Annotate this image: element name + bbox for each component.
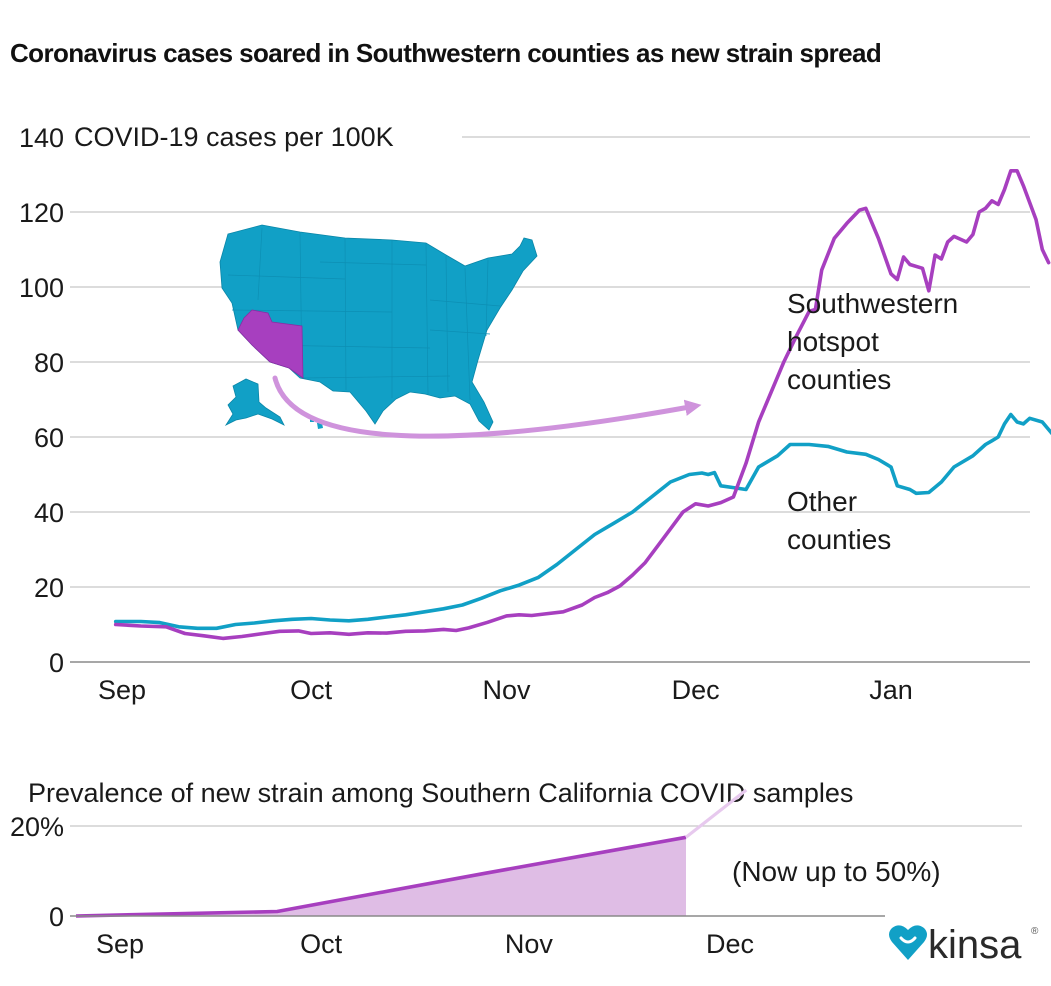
main-x-tick-label: Nov xyxy=(482,675,531,705)
prevalence-x-tick-label: Oct xyxy=(300,929,343,959)
prevalence-x-tick-label: Sep xyxy=(96,929,144,959)
us-map-border xyxy=(344,237,347,391)
us-map-border xyxy=(227,274,346,280)
main-y-tick-label: 140 xyxy=(19,123,64,153)
label-southwestern-line1: Southwestern xyxy=(787,288,958,319)
us-map-border xyxy=(485,259,489,337)
prevalence-area-fill xyxy=(76,837,686,916)
us-map-border xyxy=(257,227,263,301)
label-southwestern-line3: counties xyxy=(787,364,891,395)
main-y-axis: 0 20 40 60 80 100 120 140 xyxy=(19,123,64,678)
main-x-tick-label: Dec xyxy=(672,675,720,705)
us-map-border xyxy=(319,261,427,266)
main-x-tick-label: Jan xyxy=(869,675,913,705)
registered-mark: ® xyxy=(1031,926,1039,937)
us-map-border xyxy=(445,255,449,393)
prevalence-x-tick-label: Dec xyxy=(706,929,754,959)
callout-arrow xyxy=(272,375,702,439)
kinsa-wordmark: kinsa xyxy=(928,923,1022,967)
prevalence-x-tick-label: Nov xyxy=(505,929,554,959)
main-y-tick-label: 20 xyxy=(34,573,64,603)
main-gridlines xyxy=(70,136,1030,588)
label-southwestern-line2: hotspot xyxy=(787,326,879,357)
line-other-counties xyxy=(113,412,1051,631)
main-y-axis-label: COVID-19 cases per 100K xyxy=(74,122,394,152)
kinsa-heart-inner xyxy=(899,936,917,944)
prevalence-y-tick-label: 20% xyxy=(10,812,64,842)
main-y-tick-label: 80 xyxy=(34,348,64,378)
us-map-border xyxy=(231,309,393,313)
prevalence-y-axis: 0 20% xyxy=(10,812,64,932)
prevalence-x-axis: Sep Oct Nov Dec xyxy=(96,929,754,959)
label-other-line1: Other xyxy=(787,486,857,517)
us-map-border xyxy=(464,267,471,401)
hawaii-shape xyxy=(310,419,323,429)
prevalence-line xyxy=(75,835,687,918)
legend-label-southwestern: Southwestern hotspot counties xyxy=(787,288,958,395)
us-map-lower48 xyxy=(219,224,538,431)
prevalence-annotation: (Now up to 50%) xyxy=(732,856,941,887)
main-y-tick-label: 40 xyxy=(34,498,64,528)
main-y-tick-label: 0 xyxy=(49,648,64,678)
us-map-border xyxy=(425,243,429,395)
kinsa-logo: kinsa ® xyxy=(889,923,1039,967)
main-x-axis: Sep Oct Nov Dec Jan xyxy=(98,675,913,705)
prevalence-extrapolation xyxy=(685,788,748,839)
prevalence-title: Prevalence of new strain among Southern … xyxy=(28,778,853,808)
us-map-border xyxy=(302,375,451,379)
label-other-line2: counties xyxy=(787,524,891,555)
legend-label-other: Other counties xyxy=(787,486,891,555)
us-map-border xyxy=(429,329,491,335)
main-y-tick-label: 100 xyxy=(19,273,64,303)
main-line-chart: 0 20 40 60 80 100 120 140 COVID-19 cases per 10… xyxy=(19,122,1051,705)
main-x-tick-label: Sep xyxy=(98,675,146,705)
alaska-shape xyxy=(224,378,285,427)
main-x-tick-label: Oct xyxy=(290,675,333,705)
main-y-tick-label: 120 xyxy=(19,198,64,228)
chart-title: Coronavirus cases soared in Southwestern… xyxy=(10,38,881,68)
us-map-southwest-highlight xyxy=(237,309,304,379)
prevalence-y-tick-label: 0 xyxy=(49,902,64,932)
us-map-inset xyxy=(219,224,538,431)
main-y-tick-label: 60 xyxy=(34,423,64,453)
us-map-border xyxy=(429,299,501,307)
prevalence-area-chart: Prevalence of new strain among Southern … xyxy=(10,778,1022,959)
line-southwestern-hotspot-counties xyxy=(113,169,1051,641)
